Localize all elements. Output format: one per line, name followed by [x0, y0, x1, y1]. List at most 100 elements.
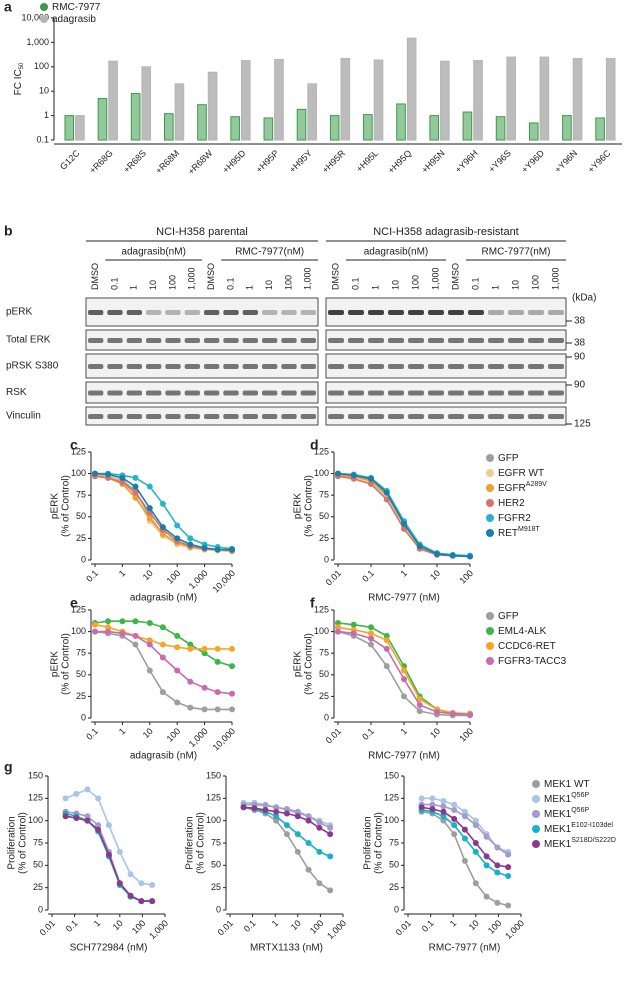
point — [174, 644, 181, 651]
point — [461, 808, 468, 815]
band — [281, 414, 297, 419]
blot-frame — [85, 406, 319, 426]
point — [146, 483, 153, 490]
point — [127, 892, 134, 899]
band — [508, 390, 524, 396]
lane-label: DMSO — [330, 263, 340, 290]
bar — [141, 66, 152, 141]
point — [451, 801, 458, 808]
y-tick-label: 25 — [76, 691, 86, 701]
point — [187, 535, 194, 542]
point — [201, 706, 208, 713]
band — [328, 364, 344, 369]
legend-label: FGFR3-TACC3 — [498, 656, 567, 667]
band — [126, 364, 142, 369]
x-tick-label: +H95Q — [386, 148, 413, 175]
curve — [337, 472, 471, 558]
legend-name: EGFR — [498, 483, 526, 494]
lane-label: 0.1 — [350, 277, 360, 290]
point — [434, 708, 440, 715]
point — [418, 795, 425, 802]
y-tick-label: 1,000 — [26, 37, 49, 47]
point — [494, 899, 501, 906]
point — [505, 851, 512, 858]
point — [350, 621, 357, 628]
point — [273, 817, 280, 824]
y-axis-label: Proliferation — [363, 816, 374, 869]
kda-label: 90 — [574, 380, 586, 391]
point — [305, 866, 312, 873]
point — [214, 706, 221, 713]
band — [262, 390, 278, 396]
legend-sup: S218D/S222D — [571, 837, 616, 844]
y-tick-label: 0 — [38, 904, 43, 914]
legend-name: FGFR3-TACC3 — [498, 656, 567, 667]
point — [159, 524, 166, 531]
y-tick-label: 125 — [28, 793, 43, 803]
point — [159, 654, 166, 661]
legend-name: MEK1 WT — [544, 779, 590, 790]
bar — [97, 98, 108, 141]
point — [294, 848, 301, 855]
point — [440, 817, 447, 824]
band — [408, 310, 424, 315]
x-tick-label: +H95L — [354, 148, 380, 174]
point — [283, 822, 290, 829]
legend-label: MEK1 WT — [544, 779, 590, 790]
y-tick-label: 0 — [394, 904, 399, 914]
legend-name: MEK1 — [544, 839, 572, 850]
curve — [337, 472, 471, 557]
band — [548, 390, 564, 396]
y-axis-label: pERK — [293, 651, 304, 677]
band — [184, 390, 200, 396]
band — [408, 414, 424, 419]
point — [229, 645, 235, 652]
x-tick-label: 10 — [141, 726, 155, 740]
legend-name: RET — [498, 528, 518, 539]
point — [451, 815, 458, 822]
legend-name: MEK1 — [544, 809, 572, 820]
bar — [340, 57, 351, 141]
x-tick-label: 1,000 — [187, 726, 210, 749]
point — [416, 543, 423, 550]
curve — [337, 630, 470, 717]
band — [242, 338, 258, 343]
point — [132, 641, 139, 648]
point — [401, 693, 407, 700]
point — [174, 632, 181, 639]
y-tick-label: 100 — [314, 626, 329, 636]
point — [187, 641, 194, 648]
band — [368, 414, 384, 419]
x-tick-label: 100 — [308, 918, 326, 936]
band — [448, 414, 464, 419]
point — [494, 869, 501, 876]
x-tick-label: 100 — [165, 726, 183, 744]
x-tick-label: 1 — [117, 726, 128, 737]
curve — [337, 474, 471, 558]
band — [126, 390, 142, 396]
point — [472, 848, 479, 855]
y-tick-label: 25 — [211, 882, 221, 892]
point — [159, 689, 166, 696]
point — [494, 862, 501, 869]
y-tick-label: 0.1 — [36, 134, 49, 144]
x-tick-label: 10 — [428, 568, 442, 582]
point — [201, 684, 208, 691]
legend-label: EML4-ALK — [498, 626, 547, 637]
point — [294, 808, 301, 815]
band — [107, 390, 123, 396]
x-axis-label: RMC-7977 (nM) — [368, 593, 440, 604]
band — [328, 390, 344, 396]
point — [483, 893, 490, 900]
row-label: pRSK S380 — [6, 361, 59, 372]
bar — [307, 83, 317, 141]
point — [305, 840, 312, 846]
point — [119, 474, 126, 481]
y-tick-label: 25 — [319, 691, 329, 701]
point — [429, 795, 436, 802]
band — [548, 414, 564, 419]
band — [88, 390, 104, 396]
bar — [363, 114, 373, 141]
point — [214, 689, 221, 696]
